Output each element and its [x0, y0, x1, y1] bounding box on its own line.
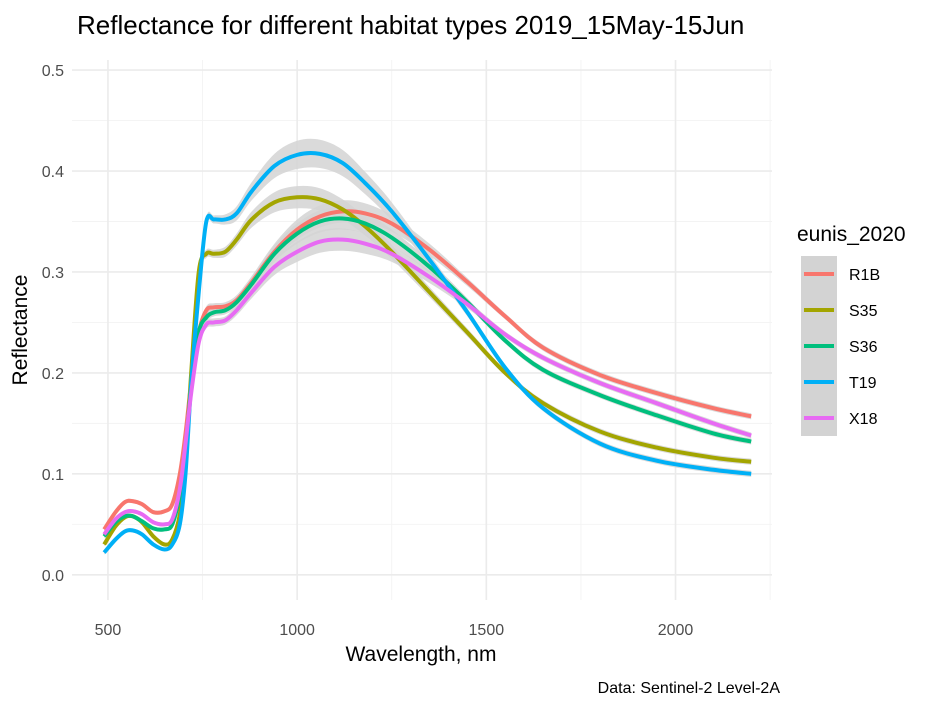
series-line-x18 [102, 237, 752, 536]
y-tick-label: 0.3 [42, 265, 64, 282]
legend-label-s35: S35 [849, 303, 878, 320]
x-tick-label: 1000 [279, 622, 315, 639]
y-tick-label: 0.1 [42, 467, 64, 484]
series-line-s35 [102, 195, 752, 547]
legend-label-s36: S36 [849, 339, 878, 356]
series-lines [102, 151, 752, 554]
legend-label-r1b: R1B [849, 267, 880, 284]
confidence-bands [104, 138, 752, 555]
x-tick-label: 1500 [469, 622, 505, 639]
x-axis-title: Wavelength, nm [346, 643, 497, 666]
legend-label-x18: X18 [849, 411, 878, 428]
y-tick-label: 0.4 [42, 164, 64, 181]
band-s35 [104, 185, 752, 547]
y-axis-ticks: 0.0 0.1 0.2 0.3 0.4 0.5 [42, 63, 64, 585]
caption: Data: Sentinel-2 Level-2A [598, 680, 781, 697]
band-t19 [104, 138, 752, 555]
series-line-t19 [102, 151, 752, 554]
legend: eunis_2020 R1B S35 S36 T19 X18 [797, 223, 906, 436]
series-line-s36 [102, 216, 752, 538]
y-tick-label: 0.0 [42, 568, 64, 585]
legend-label-t19: T19 [849, 375, 877, 392]
y-tick-label: 0.2 [42, 366, 64, 383]
x-tick-label: 2000 [658, 622, 694, 639]
legend-title: eunis_2020 [797, 223, 906, 246]
x-tick-label: 500 [95, 622, 122, 639]
x-axis-ticks: 500 1000 1500 2000 [95, 622, 694, 639]
y-axis-title: Reflectance [9, 275, 32, 386]
chart-title: Reflectance for different habitat types … [77, 10, 744, 40]
y-tick-label: 0.5 [42, 63, 64, 80]
